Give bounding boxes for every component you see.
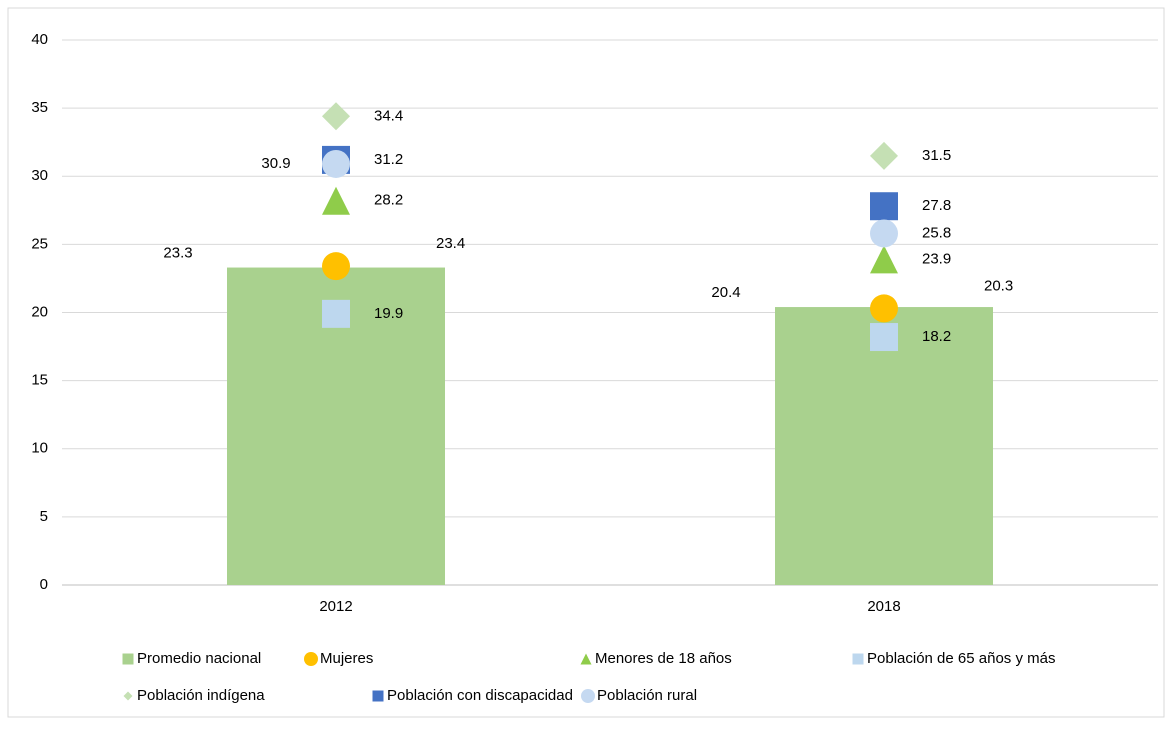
legend-swatch <box>372 690 384 702</box>
data-label: 20.3 <box>984 277 1013 294</box>
legend-swatch <box>122 653 134 665</box>
y-tick-label: 20 <box>31 303 48 320</box>
legend-swatch <box>123 691 133 701</box>
legend-label: Mujeres <box>320 650 373 667</box>
x-tick-label: 2012 <box>319 598 352 615</box>
legend-label: Promedio nacional <box>137 650 261 667</box>
marker <box>870 245 898 274</box>
x-tick-label: 2018 <box>867 598 900 615</box>
data-label: 20.4 <box>711 284 740 301</box>
data-label: 23.9 <box>922 250 951 267</box>
data-label: 31.2 <box>374 151 403 168</box>
marker <box>870 141 898 170</box>
bar <box>775 307 993 585</box>
y-tick-label: 30 <box>31 167 48 184</box>
data-label: 25.8 <box>922 224 951 241</box>
y-tick-label: 0 <box>40 576 48 593</box>
marker <box>322 252 350 281</box>
legend-label: Menores de 18 años <box>595 650 732 667</box>
data-label: 27.8 <box>922 197 951 214</box>
marker <box>870 192 898 221</box>
legend-label: Población con discapacidad <box>387 687 573 704</box>
legend-swatch <box>304 652 318 666</box>
legend-label: Población de 65 años y más <box>867 650 1055 667</box>
legend-swatch <box>852 653 864 665</box>
data-label: 23.3 <box>163 245 192 262</box>
data-label: 28.2 <box>374 192 403 209</box>
y-tick-label: 35 <box>31 99 48 116</box>
legend-swatch <box>580 653 592 665</box>
data-label: 23.4 <box>436 235 465 252</box>
y-tick-label: 40 <box>31 31 48 48</box>
legend-label: Población rural <box>597 687 697 704</box>
marker <box>322 186 350 215</box>
y-tick-label: 5 <box>40 508 48 525</box>
marker <box>322 149 350 178</box>
data-label: 31.5 <box>922 147 951 164</box>
data-label: 19.9 <box>374 305 403 322</box>
legend-swatch <box>581 689 595 703</box>
marker <box>870 219 898 248</box>
data-label: 34.4 <box>374 107 403 124</box>
marker <box>870 294 898 323</box>
data-label: 30.9 <box>261 155 290 172</box>
legend-label: Población indígena <box>137 687 265 704</box>
y-tick-label: 15 <box>31 372 48 389</box>
y-tick-label: 10 <box>31 440 48 457</box>
data-label: 18.2 <box>922 328 951 345</box>
marker <box>322 102 350 131</box>
y-tick-label: 25 <box>31 235 48 252</box>
marker <box>322 299 350 328</box>
marker <box>870 323 898 352</box>
